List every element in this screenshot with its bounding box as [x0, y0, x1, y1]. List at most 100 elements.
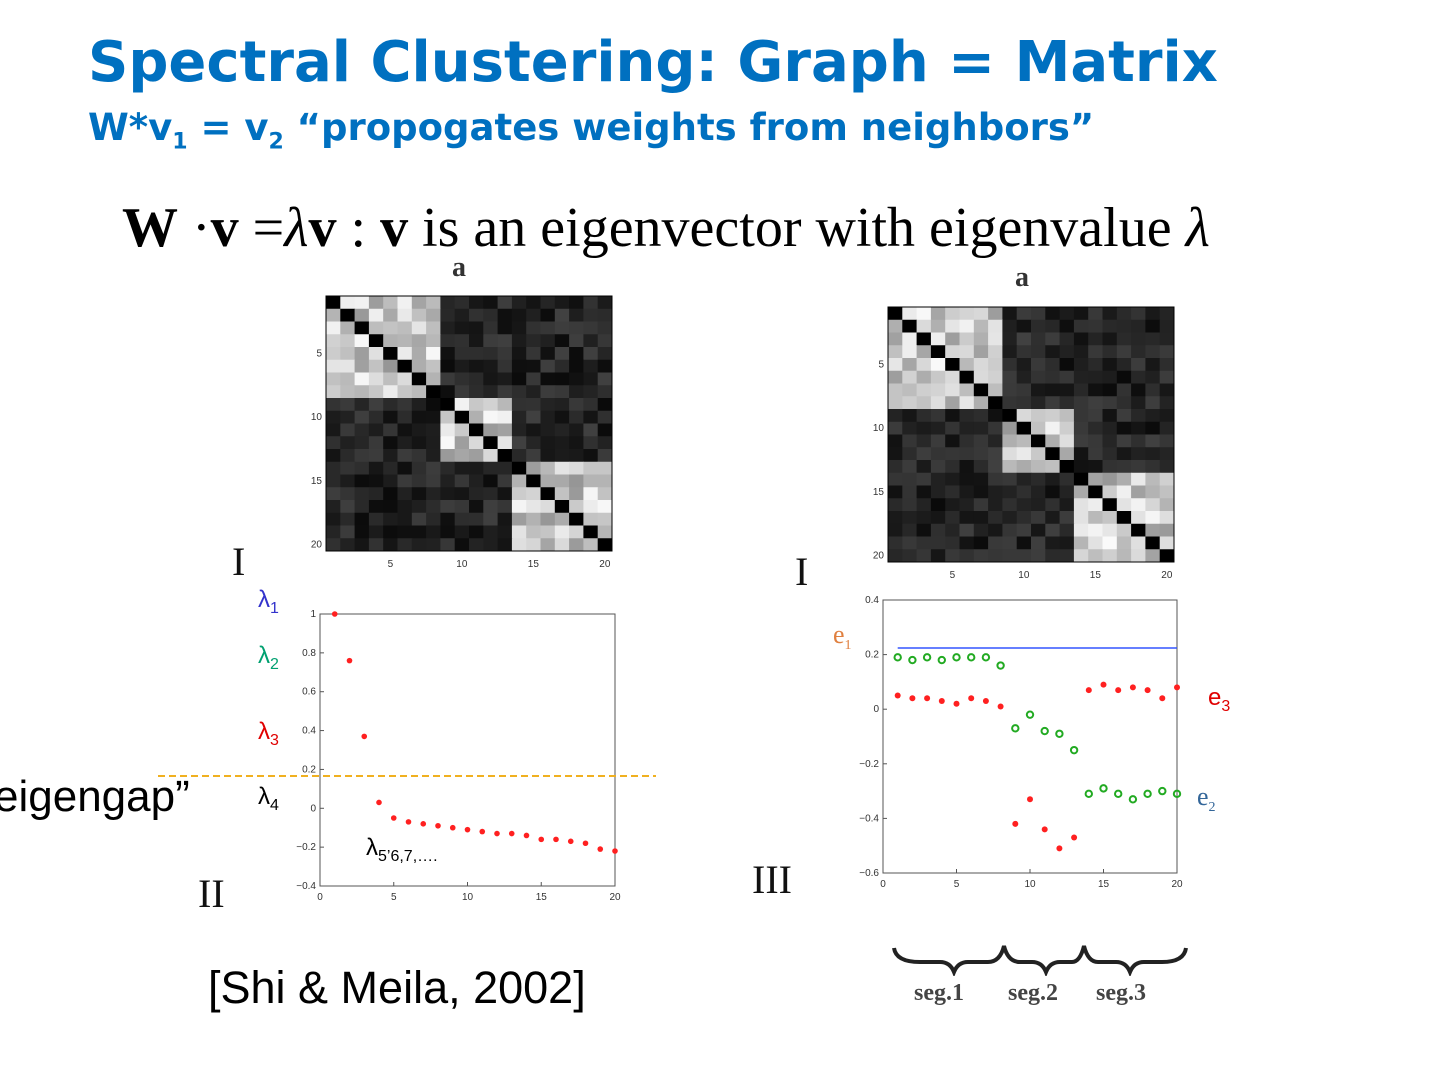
- heatmap-cell: [540, 372, 556, 386]
- heatmap-cell: [583, 398, 599, 412]
- heatmap-cell: [1131, 434, 1146, 448]
- heatmap-cell: [888, 307, 903, 321]
- heatmap-cell: [497, 359, 513, 373]
- e2-label: e2: [1197, 782, 1216, 816]
- heatmap-cell: [1016, 396, 1032, 410]
- heatmap-cell: [526, 500, 541, 514]
- heatmap-cell: [930, 485, 946, 499]
- heatmap-cell: [526, 512, 541, 526]
- heatmap-cell: [1002, 421, 1018, 435]
- heatmap-cell: [959, 396, 975, 410]
- heatmap-cell: [1002, 447, 1018, 461]
- e2-point: [1011, 724, 1020, 733]
- heatmap-cell: [1159, 447, 1175, 461]
- heatmap-cell: [340, 308, 356, 322]
- heatmap-cell: [988, 421, 1003, 435]
- heatmap-cell: [988, 319, 1003, 333]
- heatmap-cell: [526, 474, 541, 488]
- heatmap-cell: [497, 512, 513, 526]
- heatmap-cell: [526, 296, 541, 310]
- lambda2-sub: 2: [270, 655, 279, 673]
- heatmap-cell: [597, 538, 613, 552]
- heatmap-cell: [454, 538, 470, 552]
- eq-colon: :: [336, 197, 381, 259]
- heatmap-cell: [383, 436, 398, 450]
- heatmap-cell: [397, 449, 413, 463]
- eigenvalue-point: [420, 821, 427, 827]
- heatmap-cell: [483, 474, 499, 488]
- heatmap-cell: [916, 358, 932, 372]
- heatmap-cell: [1002, 511, 1018, 525]
- heatmap-cell: [540, 436, 556, 450]
- heatmap-cell: [554, 487, 570, 501]
- heatmap-cell: [1045, 396, 1061, 410]
- heatmap-ytick-label: 5: [878, 359, 884, 370]
- e3-point: [1056, 845, 1063, 852]
- heatmap-cell: [1031, 523, 1046, 537]
- heatmap-cell: [597, 449, 613, 463]
- heatmap-cell: [354, 385, 370, 399]
- e3-point: [982, 698, 989, 705]
- heatmap-cell: [440, 474, 456, 488]
- heatmap-cell: [583, 372, 599, 386]
- heatmap-cell: [554, 474, 570, 488]
- heatmap-cell: [1116, 434, 1132, 448]
- e2-point: [1084, 789, 1094, 799]
- e2-sub: 2: [1208, 800, 1216, 816]
- heatmap-cell: [1145, 536, 1161, 550]
- heatmap-cell: [526, 385, 541, 399]
- heatmap-cell: [340, 500, 356, 514]
- heatmap-cell: [1059, 396, 1075, 410]
- heatmap-cell: [959, 447, 975, 461]
- heatmap-cell: [497, 436, 513, 450]
- heatmap-cell: [959, 383, 975, 397]
- heatmap-cell: [340, 512, 356, 526]
- lambda3-label: λ3: [258, 718, 279, 750]
- heatmap-cell: [526, 449, 541, 463]
- heatmap-cell: [354, 398, 370, 412]
- heatmap-xtick-label: 20: [1161, 570, 1173, 581]
- heatmap-cell: [326, 385, 341, 399]
- heatmap-cell: [1116, 421, 1132, 435]
- e3-point: [1027, 796, 1033, 803]
- heatmap-cell: [454, 436, 470, 450]
- heatmap-cell: [1159, 409, 1175, 423]
- heatmap-cell: [1102, 370, 1118, 384]
- heatmap-cell: [916, 319, 932, 333]
- heatmap-cell: [1159, 421, 1175, 435]
- heatmap-cell: [511, 500, 527, 514]
- heatmap-cell: [945, 523, 960, 537]
- heatmap-cell: [930, 396, 946, 410]
- heatmap-right-cells: [887, 306, 1175, 563]
- heatmap-cell: [454, 500, 470, 514]
- eigenvector-plot-axes: 0 5 10 15 20 −0.6 −0.4 −0.2 0 0.2 0.4: [859, 595, 1183, 890]
- heatmap-cell: [1045, 332, 1061, 346]
- heatmap-cell: [440, 449, 456, 463]
- heatmap-cell: [959, 498, 975, 512]
- eigen-equation: W ·v =λv : v is an eigenvector with eige…: [122, 196, 1210, 260]
- heatmap-cell: [1045, 523, 1061, 537]
- heatmap-cell: [340, 347, 356, 361]
- heatmap-cell: [411, 321, 427, 335]
- heatmap-cell: [469, 449, 484, 463]
- plot-xtick-label: 15: [536, 892, 548, 903]
- heatmap-cell: [1016, 319, 1032, 333]
- heatmap-cell: [1045, 421, 1061, 435]
- heatmap-cell: [583, 487, 599, 501]
- heatmap-cell: [1102, 434, 1118, 448]
- heatmap-cell: [1016, 370, 1032, 384]
- heatmap-cell: [930, 434, 946, 448]
- heatmap-cell: [1159, 370, 1175, 384]
- heatmap-cell: [1116, 396, 1132, 410]
- heatmap-cell: [469, 296, 484, 310]
- heatmap-cell: [888, 409, 903, 423]
- heatmap-right: 5 10 15 20 5 10 15 20: [873, 306, 1175, 581]
- heatmap-cell: [1031, 511, 1046, 525]
- heatmap-cell: [988, 409, 1003, 423]
- heatmap-cell: [1031, 472, 1046, 486]
- heatmap-cell: [569, 449, 584, 463]
- heatmap-cell: [597, 423, 613, 437]
- heatmap-cell: [1016, 536, 1032, 550]
- heatmap-cell: [930, 472, 946, 486]
- heatmap-cell: [1073, 511, 1089, 525]
